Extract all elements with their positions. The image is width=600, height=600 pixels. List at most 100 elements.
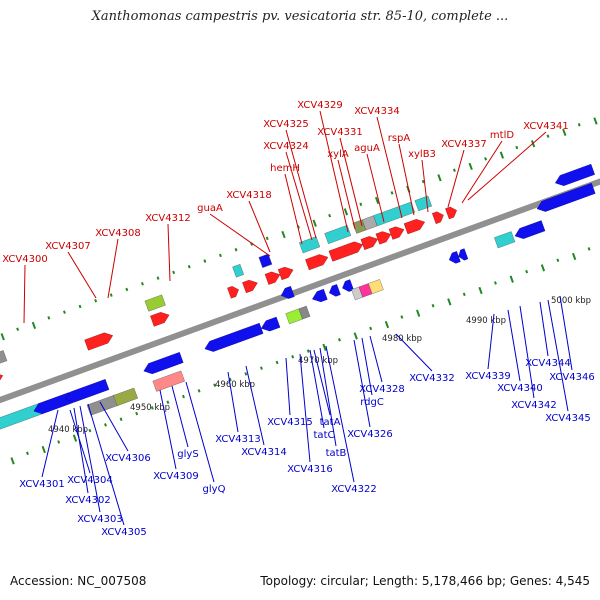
forward-gene-label: XCV4300 <box>2 254 47 265</box>
tick <box>499 151 505 159</box>
reverse-gene-block <box>204 322 264 352</box>
tick <box>125 287 129 292</box>
reverse-gene-block <box>448 251 461 264</box>
scale-label: 4940 kbp <box>48 425 88 435</box>
tick <box>546 134 550 138</box>
tick <box>265 236 269 241</box>
tick <box>384 320 390 329</box>
forward-gene-label: XCV4329 <box>297 100 342 111</box>
reverse-gene-label: glyQ <box>203 484 226 495</box>
forward-gene-block <box>360 236 378 250</box>
forward-gene-label: xylA <box>327 149 349 160</box>
tick <box>562 128 567 136</box>
forward-gene-block <box>388 226 405 240</box>
tick <box>104 423 107 427</box>
tick <box>109 293 113 297</box>
forward-gene-block <box>432 211 444 224</box>
tick <box>16 327 20 331</box>
tick <box>218 253 222 258</box>
forward-gene-label: XCV4318 <box>226 190 271 201</box>
tick <box>47 316 51 320</box>
reverse-gene-block <box>312 288 328 303</box>
tick <box>374 196 380 205</box>
tick <box>556 258 560 263</box>
forward-gene-block <box>0 350 8 366</box>
tick <box>540 264 546 272</box>
forward-gene-block <box>258 253 273 268</box>
tick <box>187 264 191 269</box>
reverse-gene-block <box>494 231 516 249</box>
reverse-gene-block <box>33 392 74 415</box>
tick <box>88 428 92 433</box>
reverse-gene-label: XCV4322 <box>331 484 376 495</box>
reverse-gene-block <box>143 352 184 375</box>
reverse-gene-block <box>368 279 384 295</box>
tick <box>260 366 263 370</box>
reverse-gene-label: XCV4332 <box>409 373 454 384</box>
forward-gene-block <box>414 195 432 212</box>
tick <box>328 213 332 218</box>
forward-gene-block <box>264 271 281 285</box>
forward-gene-block <box>305 254 329 271</box>
reverse-gene-block <box>514 220 546 239</box>
tick <box>353 332 358 340</box>
tick <box>390 191 394 195</box>
reverse-gene-block <box>458 248 469 261</box>
forward-gene-label: XCV4324 <box>263 141 308 152</box>
scale-label: 4950 kbp <box>130 403 170 413</box>
reverse-gene-block <box>329 284 341 297</box>
forward-gene-label: hemH <box>270 163 300 174</box>
reverse-gene-label: glyS <box>177 449 198 460</box>
tick <box>400 315 404 319</box>
reverse-gene-block <box>152 370 185 392</box>
reverse-gene-label: XCV4302 <box>65 495 110 506</box>
forward-gene-label: guaA <box>197 203 223 214</box>
tick <box>150 406 154 410</box>
forward-gene-label: rspA <box>388 133 411 144</box>
tick <box>593 117 598 125</box>
tick <box>359 202 363 207</box>
tick <box>172 270 176 275</box>
tick <box>577 123 581 127</box>
reverse-gene-block <box>342 279 354 292</box>
forward-gene-label: XCV4312 <box>145 213 190 224</box>
genome-backbone <box>0 157 600 410</box>
reverse-gene-block <box>281 286 295 299</box>
forward-gene-label: xylB3 <box>408 149 436 160</box>
forward-gene-label: XCV4331 <box>317 127 362 138</box>
reverse-gene-block <box>555 163 595 186</box>
tick <box>119 417 123 421</box>
tick <box>62 310 66 314</box>
reverse-gene-label: XCV4313 <box>215 434 260 445</box>
tick <box>41 445 46 454</box>
tick <box>509 275 514 283</box>
tick <box>306 349 310 353</box>
forward-gene-block <box>232 264 244 278</box>
tick <box>291 355 295 359</box>
reverse-labels: XCV4301 XCV4304 XCV4302 XCV4303 XCV4305 XCV43… <box>19 295 595 538</box>
tick <box>587 247 591 251</box>
tick-marks <box>0 117 598 465</box>
tick <box>213 383 217 387</box>
tick <box>416 309 421 317</box>
forward-gene-block <box>375 231 392 245</box>
reverse-gene-label: XCV4305 <box>101 527 146 538</box>
tick <box>437 174 442 182</box>
reverse-gene-label: XCV4309 <box>153 471 198 482</box>
map-title: Xanthomonas campestris pv. vesicatoria s… <box>91 9 509 24</box>
tick <box>431 303 435 308</box>
tick <box>182 394 185 399</box>
tick <box>369 326 373 331</box>
forward-gene-label: XCV4337 <box>441 139 486 150</box>
tick <box>468 162 473 171</box>
reverse-gene-label: XCV4344 <box>525 358 570 369</box>
reverse-gene-block <box>65 379 110 403</box>
tick <box>462 292 466 297</box>
reverse-gene-block <box>261 316 281 332</box>
forward-gene-label: XCV4341 <box>523 121 568 132</box>
forward-gene-label: XCV4334 <box>354 106 399 117</box>
forward-gene-block <box>403 219 425 235</box>
reverse-gene-label: tatC <box>314 430 335 441</box>
